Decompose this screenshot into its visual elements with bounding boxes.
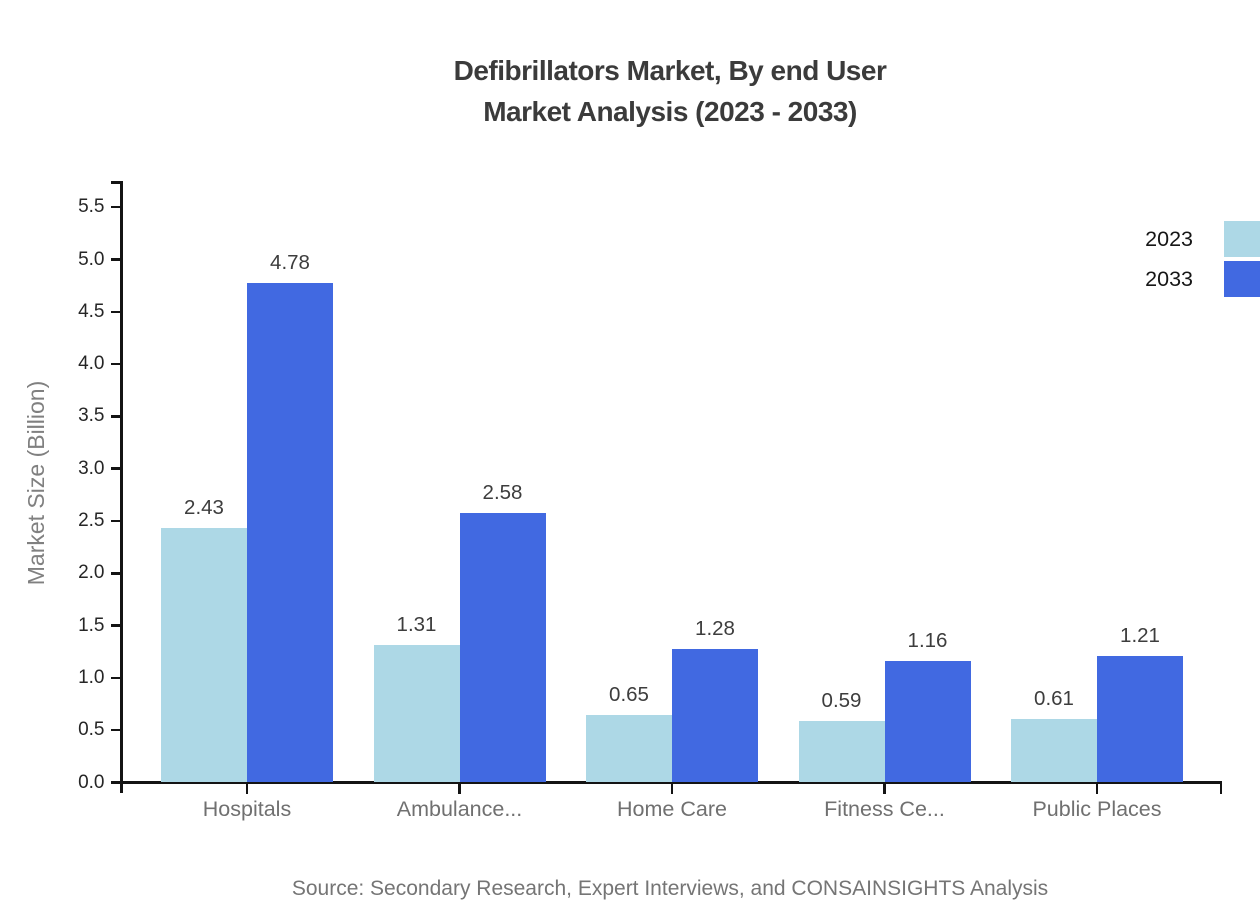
x-category-label: Public Places <box>1032 796 1162 821</box>
y-tick <box>111 415 120 418</box>
chart-title-line2: Market Analysis (2023 - 2033) <box>483 96 857 127</box>
bar-2023-4 <box>798 720 885 783</box>
x-category-label: Home Care <box>617 796 727 821</box>
y-tick <box>111 728 120 732</box>
x-tick <box>1095 783 1099 794</box>
y-tick-label: 3.5 <box>78 405 105 427</box>
y-tick <box>111 781 120 784</box>
x-tick <box>458 783 461 794</box>
bar-2023-5 <box>1011 718 1097 783</box>
x-category-label: Hospitals <box>202 796 292 821</box>
legend: 2023 2033 <box>1145 221 1260 297</box>
x-category-label: Fitness Ce... <box>824 796 945 821</box>
legend-label-2023: 2023 <box>1145 226 1193 251</box>
chart-title-line1: Defibrillators Market, By end User <box>453 55 887 86</box>
legend-item-2023: 2023 <box>1145 221 1260 257</box>
bar-value-label: 2.43 <box>184 496 224 520</box>
bar-value-label: 0.65 <box>609 682 649 706</box>
y-tick-label: 5.5 <box>78 196 105 218</box>
y-tick-label: 2.5 <box>78 510 105 531</box>
bar-value-label: 0.59 <box>821 688 862 712</box>
x-tick <box>670 783 674 794</box>
y-tick-label: 5.0 <box>78 248 105 270</box>
legend-label-2033: 2033 <box>1145 266 1193 291</box>
y-tick-label: 1.5 <box>78 614 105 636</box>
x-axis-line <box>112 781 1222 784</box>
y-tick-label: 4.5 <box>78 300 105 322</box>
bar-2033-2 <box>459 512 546 783</box>
y-tick-label: 4.0 <box>78 353 105 375</box>
y-tick-label: 1.0 <box>78 666 105 688</box>
y-tick <box>111 467 120 470</box>
x-category-label: Ambulance... <box>396 796 523 821</box>
legend-swatch-2023 <box>1224 221 1260 257</box>
bar-2023-2 <box>373 645 460 783</box>
y-tick <box>111 624 120 627</box>
bar-value-label: 0.61 <box>1034 686 1074 710</box>
bar-2023-3 <box>586 714 672 783</box>
bar-value-label: 1.16 <box>907 629 948 653</box>
y-tick-label: 3.0 <box>78 457 105 479</box>
y-tick-label: 0.5 <box>78 719 105 741</box>
bar-2023-1 <box>161 528 247 783</box>
bar-value-label: 1.31 <box>396 613 437 637</box>
source-text: Source: Secondary Research, Expert Inter… <box>291 877 1049 900</box>
y-tick <box>111 572 120 575</box>
bar-value-label: 1.21 <box>1120 623 1160 647</box>
bar-value-label: 1.28 <box>695 616 735 640</box>
y-tick <box>111 676 120 680</box>
y-tick-label: 2.0 <box>78 562 105 584</box>
y-tick <box>111 310 120 314</box>
bar-2033-4 <box>884 661 971 783</box>
bar-2033-1 <box>247 282 333 783</box>
y-tick <box>111 205 120 209</box>
legend-item-2033: 2033 <box>1145 261 1260 297</box>
chart-title: Defibrillators Market, By end User Marke… <box>90 50 1250 132</box>
bar-2033-3 <box>672 648 758 783</box>
bar-value-label: 2.58 <box>482 480 523 504</box>
x-axis-end-tick <box>1219 783 1222 794</box>
y-tick <box>111 258 120 261</box>
x-tick <box>883 783 886 794</box>
y-axis-line <box>120 181 123 793</box>
legend-swatch-2033 <box>1224 261 1260 297</box>
y-tick <box>111 519 120 523</box>
y-tick <box>111 362 120 366</box>
bar-value-label: 4.78 <box>270 250 310 274</box>
y-axis-end-tick <box>111 181 120 184</box>
y-tick-label: 0.0 <box>78 771 105 793</box>
x-tick <box>245 783 249 794</box>
bar-2033-5 <box>1097 655 1183 783</box>
